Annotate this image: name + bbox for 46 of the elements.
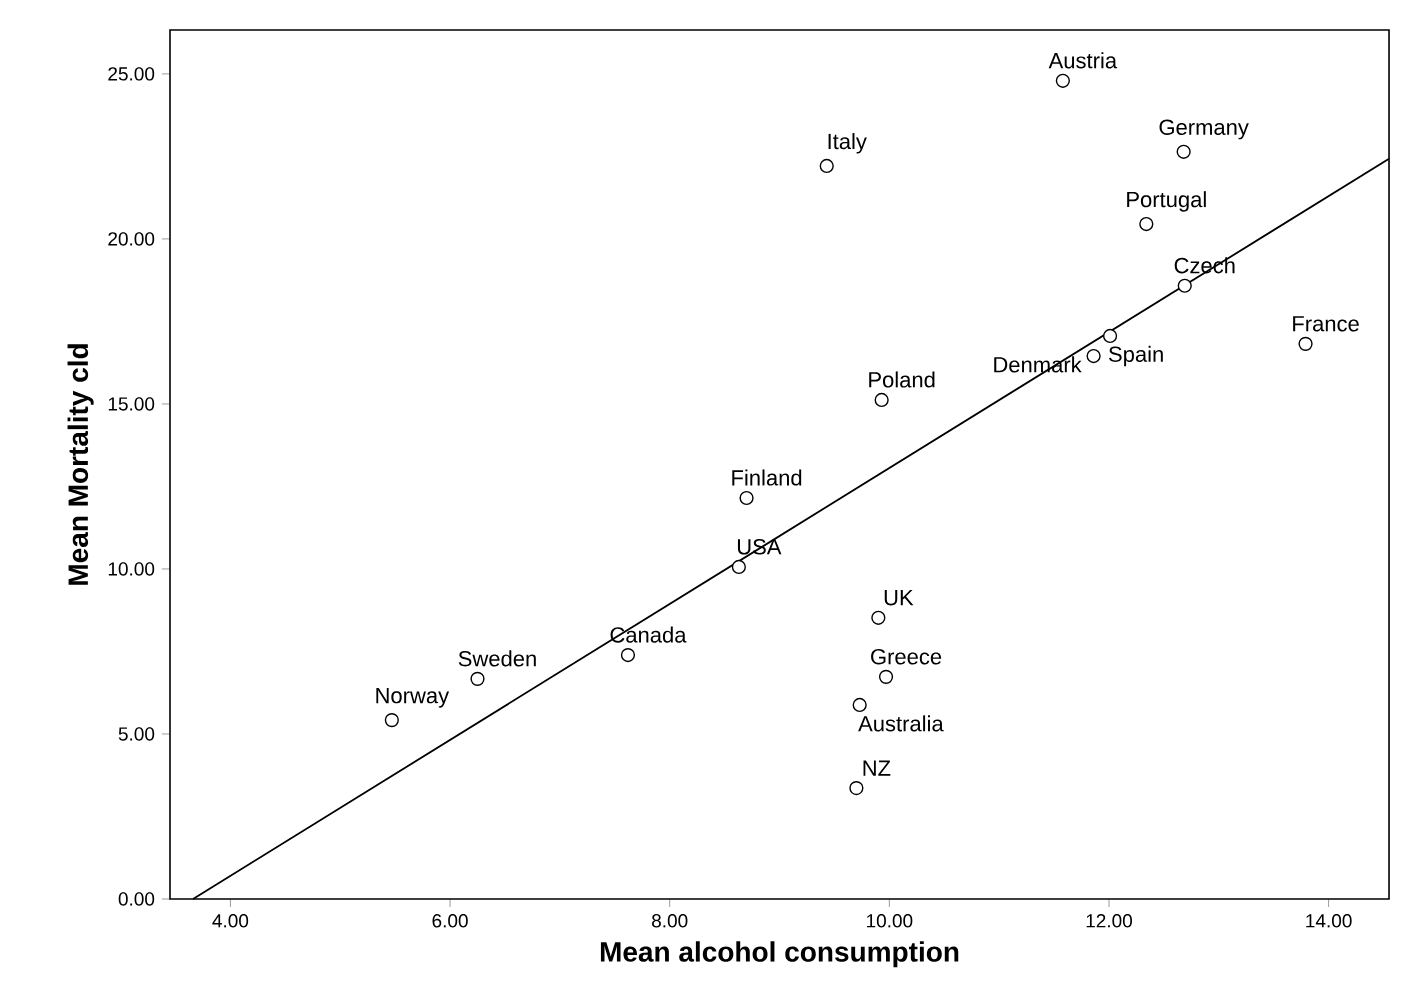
point — [852, 697, 867, 713]
x-tick-label: 14.00 — [1306, 914, 1352, 928]
point — [739, 490, 754, 506]
annotation: France — [1293, 316, 1359, 332]
annotation: Portugal — [1127, 191, 1206, 212]
annotation: Spain — [1109, 345, 1163, 367]
annotation: Sweden — [458, 650, 536, 667]
y-tick-label: 15.00 — [108, 397, 155, 411]
x-tick-label: 8.00 — [652, 914, 688, 928]
point — [849, 781, 864, 796]
point — [1055, 73, 1070, 88]
point — [819, 158, 834, 174]
x-tick-label: 4.00 — [212, 914, 249, 928]
annotation: Germany — [1159, 119, 1249, 140]
point — [384, 713, 399, 728]
y-tick-label: 5.00 — [118, 727, 155, 741]
x-tick-label: 10.00 — [867, 914, 913, 928]
annotation: Greece — [871, 648, 942, 665]
point — [1139, 216, 1154, 232]
annotation: Australia — [858, 715, 944, 732]
y-axis-title: Mean Mortality cld — [67, 344, 94, 585]
point — [1102, 328, 1118, 344]
y-tick-label: 25.00 — [108, 67, 155, 81]
annotation: Austria — [1048, 52, 1118, 69]
y-tick-label: 0.00 — [118, 892, 155, 906]
point — [1298, 336, 1313, 351]
annotation: Italy — [828, 133, 867, 154]
point — [470, 671, 485, 686]
annotation: Finland — [732, 469, 802, 486]
point — [620, 647, 636, 663]
x-axis-title: Mean alcohol consumption — [600, 941, 959, 968]
x-tick-label: 6.00 — [432, 914, 468, 928]
point — [731, 559, 746, 575]
point — [878, 669, 894, 684]
point — [1086, 348, 1101, 364]
y-tick-label: 10.00 — [108, 562, 155, 576]
annotation: UK — [884, 590, 914, 606]
annotation: Poland — [869, 371, 935, 388]
x-tick-label: 12.00 — [1086, 914, 1132, 928]
point — [1176, 144, 1191, 159]
point — [1177, 278, 1192, 293]
point — [871, 610, 886, 625]
annotation: NZ — [863, 760, 891, 776]
annotation: Norway — [376, 688, 450, 708]
y-tick-label: 20.00 — [108, 232, 155, 246]
point — [874, 392, 889, 408]
